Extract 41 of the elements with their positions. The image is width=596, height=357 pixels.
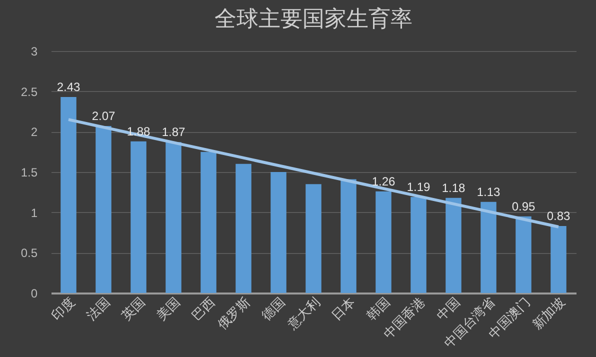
x-tick-label: 中国 — [434, 294, 463, 324]
bar — [480, 202, 496, 293]
data-label: 0.83 — [546, 209, 570, 224]
x-tick-label: 韩国 — [364, 294, 393, 324]
bar — [60, 96, 76, 293]
bar — [340, 179, 356, 293]
bar — [516, 216, 532, 293]
y-tick-label: 2 — [30, 125, 38, 140]
chart-title: 全球主要国家生育率 — [214, 6, 412, 32]
bar — [166, 142, 182, 293]
data-label: 2.07 — [92, 109, 116, 124]
data-label: 1.18 — [442, 180, 466, 195]
bar — [270, 172, 286, 293]
y-tick-label: 1 — [30, 206, 38, 220]
bar — [200, 152, 216, 293]
bar — [236, 164, 252, 293]
bar — [446, 198, 462, 293]
y-tick-label: 3 — [30, 44, 38, 58]
data-label: 1.87 — [162, 125, 186, 140]
x-tick-label: 英国 — [118, 294, 148, 324]
data-label: 1.13 — [476, 184, 500, 199]
bar — [550, 226, 566, 293]
x-tick-label: 新加坡 — [530, 294, 568, 332]
x-tick-label: 印度 — [48, 294, 78, 324]
y-tick-label: 2.5 — [20, 84, 38, 99]
bar — [130, 141, 146, 293]
x-tick-label: 美国 — [154, 294, 183, 324]
y-tick-label: 1.5 — [20, 166, 38, 180]
x-tick-label: 日本 — [328, 294, 358, 324]
y-tick-label: 0 — [30, 286, 38, 300]
y-tick-label: 0.5 — [20, 246, 38, 260]
data-label: 1.19 — [406, 180, 430, 194]
bar — [306, 184, 322, 293]
data-label: 2.43 — [56, 80, 80, 94]
data-label: 0.95 — [512, 199, 536, 214]
bar — [96, 126, 112, 293]
data-label: 1.26 — [372, 174, 396, 188]
bar — [376, 191, 392, 293]
bar — [410, 197, 426, 293]
x-tick-label: 法国 — [84, 294, 113, 324]
x-tick-label: 德国 — [258, 294, 288, 324]
